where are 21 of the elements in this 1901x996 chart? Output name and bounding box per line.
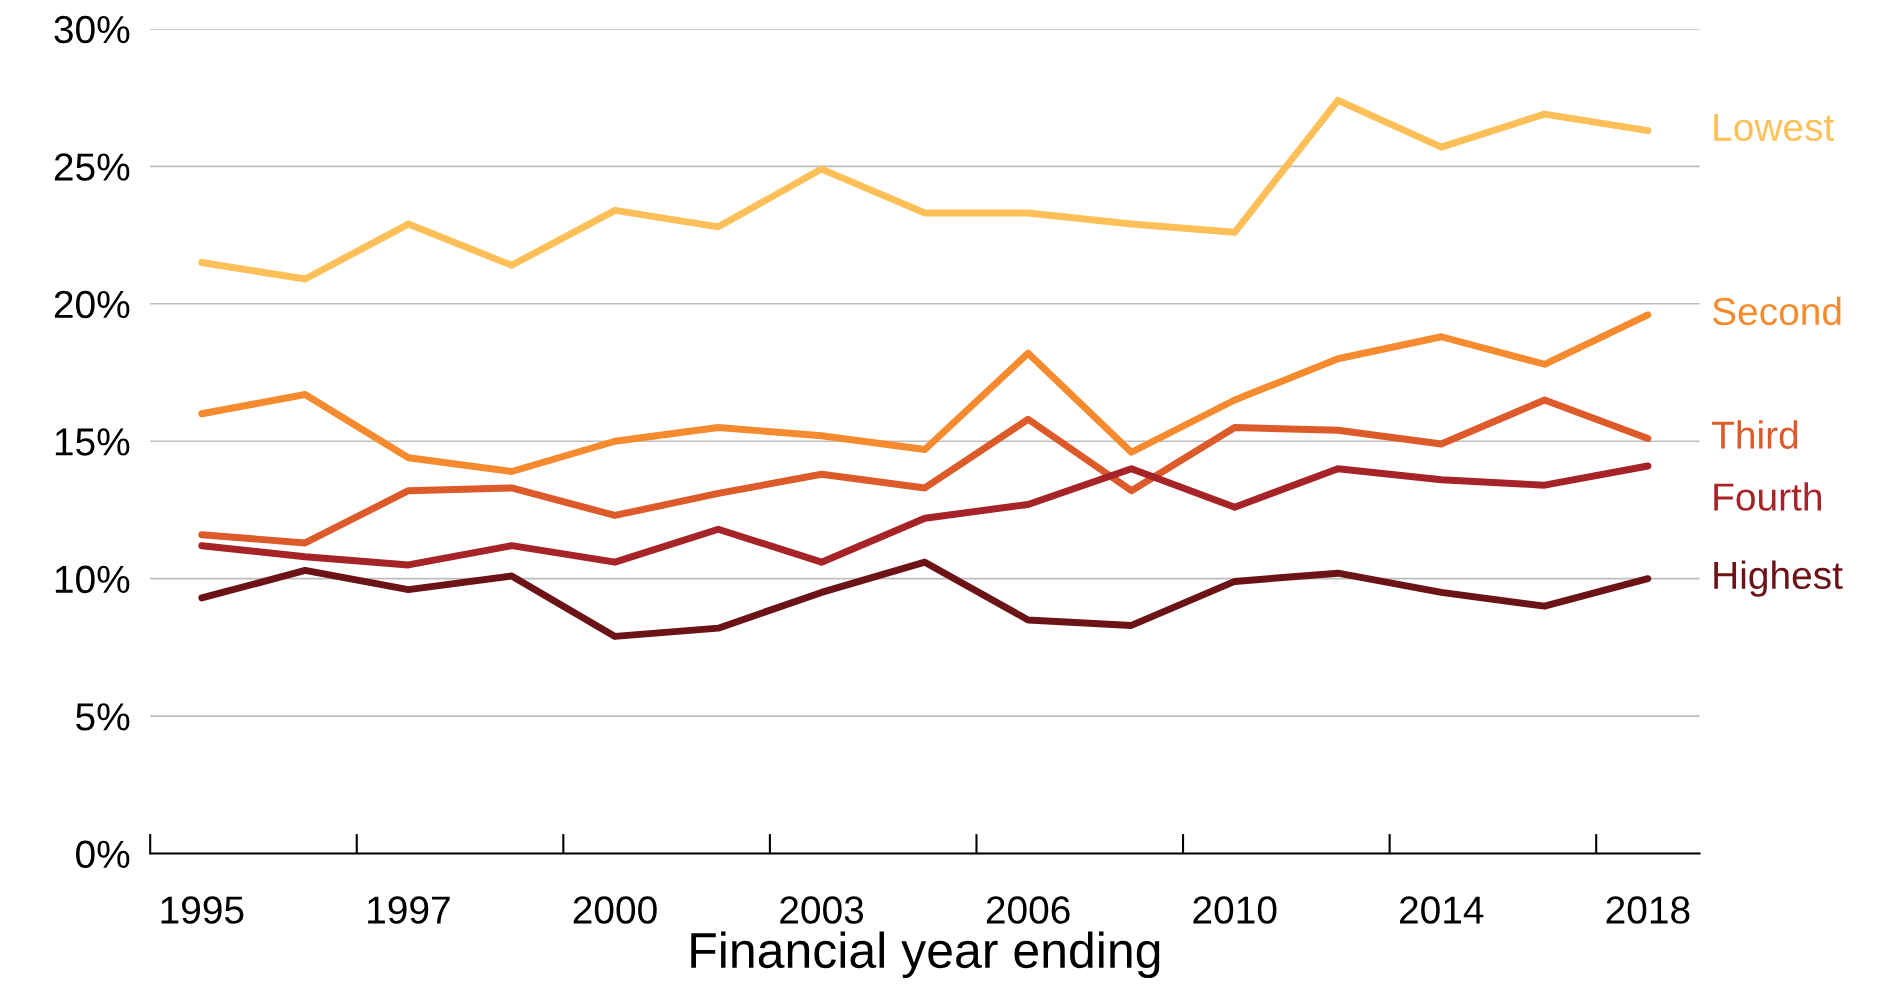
x-tick-label: 2000 xyxy=(573,896,657,924)
y-tick-label: 0% xyxy=(76,840,130,869)
y-tick-label: 25% xyxy=(54,153,130,181)
x-tick-label: 2010 xyxy=(1193,896,1277,924)
y-tick-label: 15% xyxy=(55,428,130,456)
x-tick-label: 2018 xyxy=(1606,896,1690,924)
y-tick-label: 10% xyxy=(55,565,130,594)
x-tick-label: 2006 xyxy=(986,896,1070,924)
series-label: Second xyxy=(1712,296,1841,326)
y-tick-label: 30% xyxy=(54,15,130,44)
x-tick-label: 2003 xyxy=(780,896,864,924)
y-tick-label: 20% xyxy=(54,290,130,319)
x-tick-label: 2014 xyxy=(1399,896,1484,924)
x-tick-label: 1997 xyxy=(368,896,450,924)
x-tick-label: 1995 xyxy=(161,896,244,924)
series-label: Highest xyxy=(1714,560,1843,597)
x-axis-title: Financial year ending xyxy=(691,931,1160,979)
series-label: Fourth xyxy=(1714,482,1821,511)
y-tick-label: 5% xyxy=(76,703,130,731)
series-label: Third xyxy=(1711,420,1798,449)
series-label: Lowest xyxy=(1714,113,1835,142)
